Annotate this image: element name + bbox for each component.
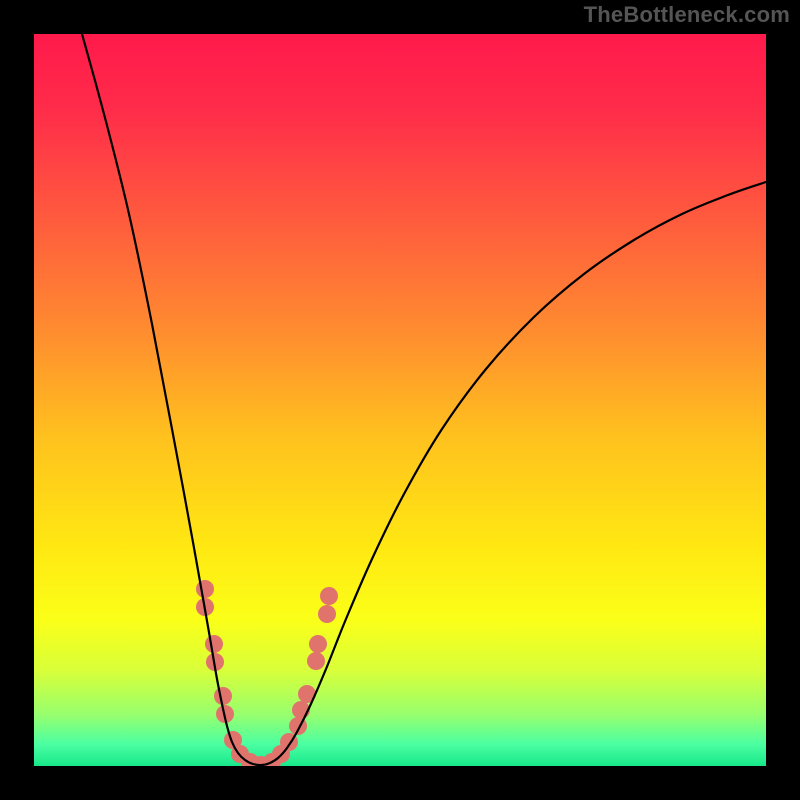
data-dot xyxy=(205,635,223,653)
data-dot xyxy=(309,635,327,653)
data-dot xyxy=(307,652,325,670)
bottleneck-curve xyxy=(82,34,766,765)
curve-layer xyxy=(34,34,766,766)
data-dot xyxy=(196,580,214,598)
plot-area xyxy=(34,34,766,766)
watermark-text: TheBottleneck.com xyxy=(584,2,790,28)
data-dot xyxy=(320,587,338,605)
data-dot xyxy=(318,605,336,623)
chart-frame: TheBottleneck.com xyxy=(0,0,800,800)
data-dot xyxy=(214,687,232,705)
